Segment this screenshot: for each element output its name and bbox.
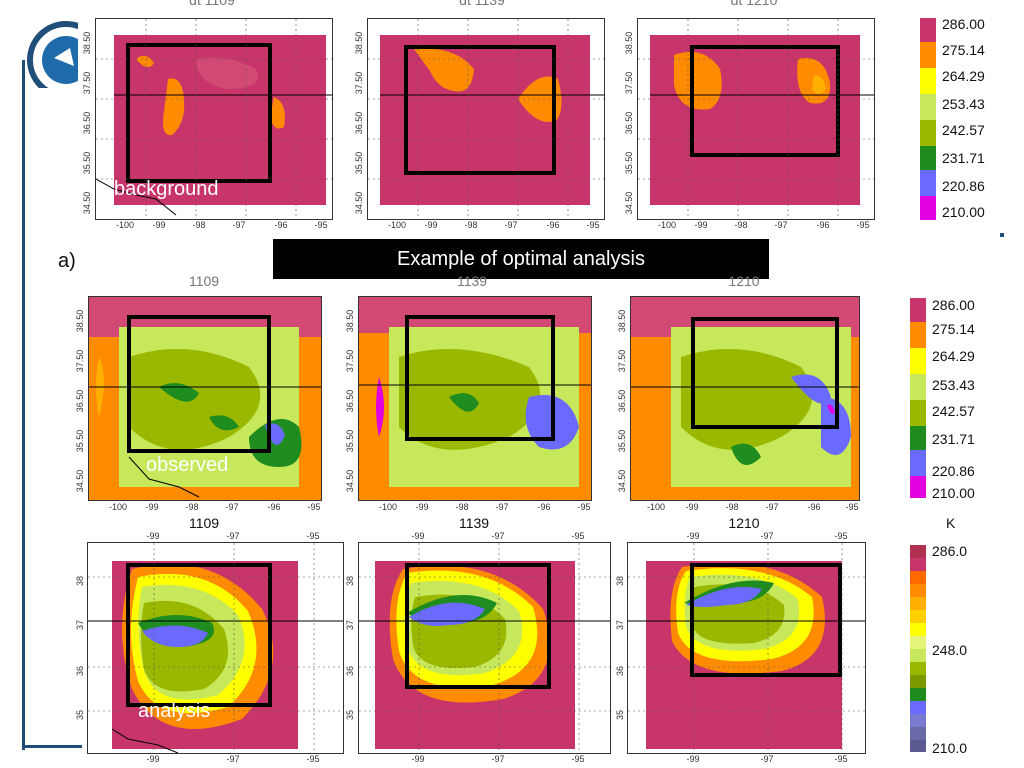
ana-cbar-label-bottom: 210.0 bbox=[932, 740, 968, 756]
bg-cbar-label-7: 220.86 bbox=[942, 178, 985, 194]
bg-cbar-label-6: 231.71 bbox=[942, 150, 985, 166]
obs-cbar-label-2: 275.14 bbox=[932, 321, 975, 337]
bg-cbar-label-8: 210.00 bbox=[942, 204, 985, 220]
bg-cbar-label-2: 275.14 bbox=[942, 42, 985, 58]
analysis-label: analysis bbox=[138, 700, 211, 722]
ana-map-1210 bbox=[627, 542, 866, 754]
bg-cbar-label-5: 242.57 bbox=[942, 122, 985, 138]
ana-map-1139 bbox=[358, 542, 611, 754]
bg-cbar-label-1: 286.00 bbox=[942, 16, 985, 32]
obs-cbar-label-6: 231.71 bbox=[932, 431, 975, 447]
bg-colorbar bbox=[920, 18, 936, 220]
bg-title-1: dt 1109 bbox=[189, 0, 235, 8]
ana-title-2: 1139 bbox=[458, 515, 490, 531]
bg-map-1210 bbox=[637, 18, 875, 220]
obs-title-2: 1139 bbox=[456, 273, 488, 289]
obs-cbar-label-5: 242.57 bbox=[932, 403, 975, 419]
bg-map-1109 bbox=[95, 18, 333, 220]
obs-map-1210 bbox=[630, 296, 860, 501]
obs-map-1139 bbox=[358, 296, 592, 501]
slide-bottom-rule bbox=[22, 745, 82, 748]
agency-logo bbox=[18, 18, 78, 88]
obs-title-1: 1109 bbox=[188, 273, 220, 289]
ana-title-3: 1210 bbox=[728, 515, 760, 531]
ana-title-1: 1109 bbox=[188, 515, 220, 531]
ana-unit: K bbox=[946, 515, 956, 531]
banner-title: Example of optimal analysis bbox=[273, 239, 769, 279]
obs-cbar-label-3: 264.29 bbox=[932, 348, 975, 364]
ana-cbar-label-top: 286.0 bbox=[932, 543, 968, 559]
bg-title-2: dt 1139 bbox=[459, 0, 505, 8]
obs-title-3: 1210 bbox=[728, 273, 760, 289]
section-label: a) bbox=[58, 250, 76, 272]
background-label: background bbox=[114, 178, 219, 200]
ana-cbar-label-mid: 248.0 bbox=[932, 642, 968, 658]
obs-cbar-label-1: 286.00 bbox=[932, 297, 975, 313]
obs-cbar-label-4: 253.43 bbox=[932, 377, 975, 393]
ana-colorbar bbox=[910, 545, 926, 752]
slide-bullet-mark bbox=[1000, 233, 1004, 237]
bg-title-3: dt 1210 bbox=[730, 0, 778, 8]
obs-cbar-label-7: 220.86 bbox=[932, 463, 975, 479]
ana-map-1109 bbox=[87, 542, 344, 754]
bg-cbar-label-3: 264.29 bbox=[942, 68, 985, 84]
bg-cbar-label-4: 253.43 bbox=[942, 96, 985, 112]
obs-map-1109 bbox=[88, 296, 322, 501]
observed-label: observed bbox=[146, 454, 229, 476]
obs-cbar-label-8: 210.00 bbox=[932, 485, 975, 501]
slide-left-rule bbox=[22, 60, 25, 750]
bg-map-1139 bbox=[367, 18, 605, 220]
obs-colorbar bbox=[910, 298, 926, 498]
